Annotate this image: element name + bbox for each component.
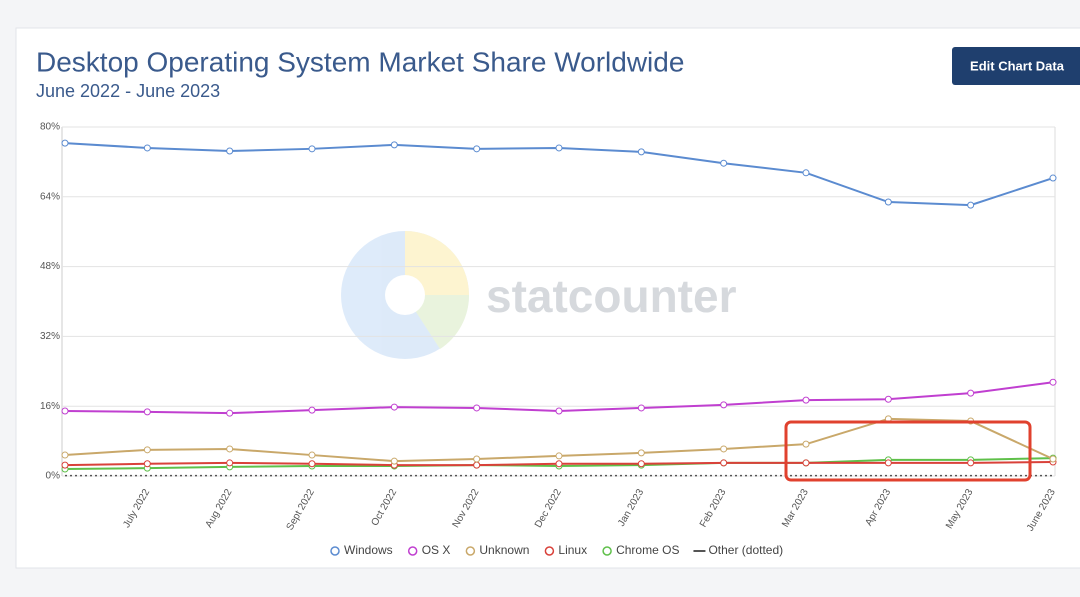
data-point: [226, 459, 234, 467]
legend-label: Linux: [558, 543, 587, 557]
data-point: [390, 141, 398, 149]
data-point: [637, 148, 645, 156]
data-point: [802, 440, 810, 448]
data-point: [143, 408, 151, 416]
data-point: [720, 459, 728, 467]
data-point: [473, 455, 481, 463]
data-point: [555, 452, 563, 460]
legend-label: OS X: [422, 543, 451, 557]
data-point: [390, 457, 398, 465]
data-point: [143, 446, 151, 454]
data-point: [473, 404, 481, 412]
data-point: [473, 461, 481, 469]
y-tick-label: 32%: [40, 331, 60, 342]
data-point: [967, 389, 975, 397]
data-point: [802, 396, 810, 404]
y-tick-label: 0%: [46, 471, 61, 482]
data-point: [226, 409, 234, 417]
watermark: statcounter: [486, 270, 737, 322]
legend-label: Chrome OS: [616, 543, 679, 557]
data-point: [802, 169, 810, 177]
data-point: [720, 445, 728, 453]
watermark-logo: [341, 231, 470, 359]
data-point: [555, 144, 563, 152]
y-tick-label: 64%: [40, 191, 60, 202]
data-point: [884, 198, 892, 206]
edit-button-label[interactable]: Edit Chart Data: [970, 58, 1065, 73]
data-point: [1049, 174, 1057, 182]
data-point: [61, 139, 69, 147]
data-point: [884, 395, 892, 403]
data-point: [967, 201, 975, 209]
data-point: [308, 145, 316, 153]
data-point: [143, 144, 151, 152]
legend-marker: [602, 546, 612, 556]
data-point: [61, 407, 69, 415]
legend-marker: [465, 546, 476, 556]
data-point: [61, 451, 69, 459]
data-point: [473, 145, 481, 153]
legend-marker: [330, 546, 340, 556]
data-point: [967, 459, 975, 467]
data-point: [884, 459, 892, 467]
data-point: [637, 460, 645, 468]
legend-label: Other (dotted): [708, 543, 783, 557]
data-point: [720, 159, 728, 167]
data-point: [226, 445, 234, 453]
data-point: [308, 460, 316, 468]
data-point: [720, 401, 728, 409]
y-tick-label: 48%: [40, 261, 60, 272]
legend-label: Unknown: [479, 543, 529, 557]
data-point: [143, 460, 151, 468]
data-point: [308, 406, 316, 414]
data-point: [1049, 455, 1057, 463]
data-point: [802, 459, 810, 467]
data-point: [555, 460, 563, 468]
edit-button[interactable]: [952, 47, 1080, 85]
data-point: [61, 461, 69, 469]
data-point: [555, 407, 563, 415]
data-point: [226, 147, 234, 155]
legend-marker: [407, 546, 418, 556]
chart-title: Desktop Operating System Market Share Wo…: [36, 46, 684, 77]
data-point: [637, 404, 645, 412]
data-point: [308, 451, 316, 459]
data-point: [1049, 378, 1057, 386]
y-tick-label: 16%: [40, 401, 60, 412]
y-tick-label: 80%: [40, 122, 60, 133]
highlight-box: [784, 420, 1032, 482]
legend-label: Windows: [344, 543, 393, 557]
legend-marker: [544, 546, 555, 556]
card: [15, 27, 1080, 569]
data-point: [390, 403, 398, 411]
chart-subtitle: June 2022 - June 2023: [36, 81, 220, 101]
data-point: [637, 449, 645, 457]
